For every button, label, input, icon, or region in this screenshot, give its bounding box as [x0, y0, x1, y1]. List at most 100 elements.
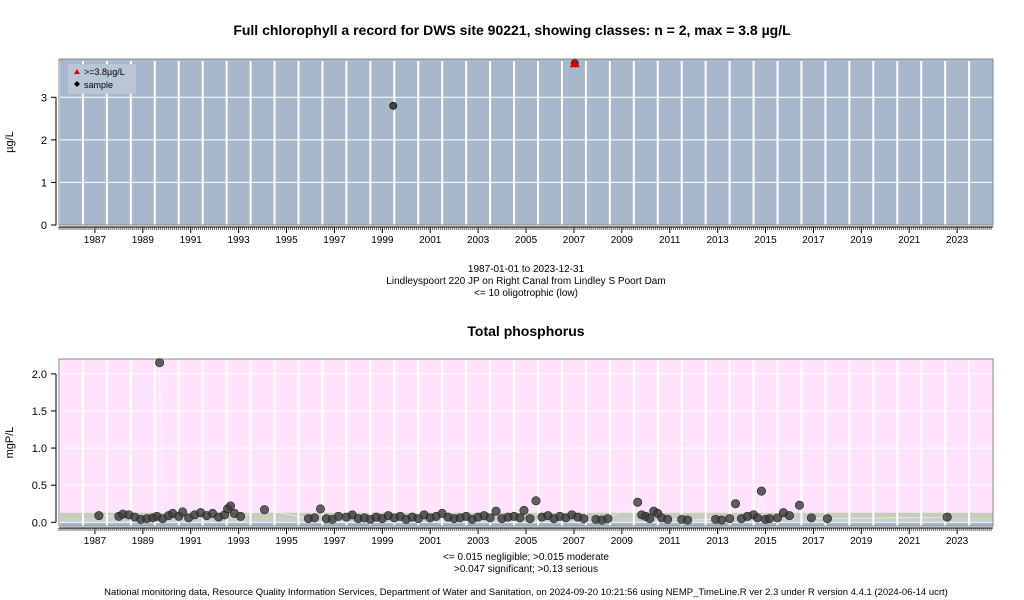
- caption-class-thresholds-1: <= 0.015 negligible; >0.015 moderate: [443, 552, 609, 563]
- legend-triangle-icon: [74, 69, 80, 74]
- data-point-sample: [765, 514, 775, 524]
- data-point-sample: [784, 511, 794, 521]
- x-tick-label: 1989: [132, 235, 155, 246]
- chlorophyll-chart: 1987 1989 1991 1993 1995 1997 1999 2001 2003 2005…: [4, 58, 994, 246]
- phosphorus-chart: 1987 1989 1991 1993 1995 1997 1999 2001 2003 2005…: [4, 358, 994, 547]
- data-point-sample: [333, 511, 343, 521]
- data-point-sample: [683, 515, 693, 525]
- x-tick-label: 2007: [563, 536, 586, 547]
- legend-box: [68, 64, 136, 94]
- caption-trophic-class: <= 10 oligotrophic (low): [474, 288, 578, 299]
- vertical-gridlines: [58, 361, 971, 526]
- data-point-sample: [663, 514, 673, 524]
- data-point-sample: [725, 514, 735, 524]
- x-tick-label: 2021: [898, 536, 921, 547]
- data-point-sample: [717, 515, 727, 525]
- data-point-sample: [752, 513, 762, 523]
- legend-label-threshold: >=3.8µg/L: [84, 67, 125, 77]
- data-point-sample: [942, 512, 952, 522]
- x-tick-label: 1995: [275, 536, 298, 547]
- y-axis-label: µg/L: [4, 131, 16, 153]
- data-point-sample: [389, 101, 398, 110]
- phosphorus-caption: <= 0.015 negligible; >0.015 moderate >0.…: [0, 552, 1024, 576]
- data-point-sample: [315, 504, 325, 514]
- x-tick-label: 1999: [371, 235, 394, 246]
- band-negligible: [59, 521, 993, 526]
- chlorophyll-caption: 1987-01-01 to 2023-12-31 Lindleyspoort 2…: [0, 264, 1024, 300]
- data-point-sample: [756, 486, 766, 496]
- data-point-sample: [260, 505, 270, 515]
- horizontal-gridlines: [59, 373, 993, 523]
- y-tick-label: 1.0: [32, 443, 47, 455]
- caption-site-name: Lindleyspoort 220 JP on Right Canal from…: [386, 276, 666, 287]
- x-tick-label: 2009: [611, 235, 634, 246]
- data-point-sample: [485, 513, 495, 523]
- band-serious: [59, 359, 993, 513]
- x-tick-label: 2009: [611, 536, 634, 547]
- y-tick-label: 2.0: [32, 369, 47, 381]
- data-point-sample: [773, 513, 783, 523]
- x-tick-label: 1987: [84, 536, 107, 547]
- x-tick-label: 1993: [228, 536, 251, 547]
- caption-date-range: 1987-01-01 to 2023-12-31: [467, 264, 585, 275]
- x-tick-label: 2021: [898, 235, 921, 246]
- data-point-sample: [226, 501, 236, 511]
- x-tick-label: 2011: [659, 235, 681, 246]
- data-point-sample: [579, 514, 589, 524]
- x-tick-label: 2001: [419, 536, 442, 547]
- data-point-sample: [794, 500, 804, 510]
- data-point-sample: [806, 513, 816, 523]
- y-tick-label: 1.5: [32, 406, 47, 418]
- x-tick-label: 1997: [323, 235, 346, 246]
- data-point-sample: [525, 514, 535, 524]
- data-point-sample: [515, 513, 525, 523]
- data-point-sample: [603, 514, 613, 524]
- x-tick-label: 2013: [707, 235, 730, 246]
- data-point-sample: [155, 358, 165, 368]
- data-point-sample: [645, 514, 655, 524]
- data-point-sample: [94, 511, 104, 521]
- data-point-threshold: [569, 58, 580, 68]
- band-significant: [59, 512, 993, 519]
- x-tick-label: 2003: [467, 235, 490, 246]
- y-tick-label: 0.0: [32, 517, 47, 529]
- x-tick-label: 1991: [180, 536, 203, 547]
- x-tick-label: 2001: [419, 235, 442, 246]
- plot-frame: [58, 58, 994, 226]
- x-tick-label: 2005: [515, 536, 538, 547]
- x-tick-label: 2017: [802, 235, 825, 246]
- y-axis-label: mgP/L: [4, 427, 16, 459]
- x-tick-label: 2023: [946, 536, 969, 547]
- x-tick-label: 2015: [754, 235, 777, 246]
- x-tick-label: 2015: [754, 536, 777, 547]
- legend-label-sample: sample: [84, 80, 113, 90]
- x-tick-label: 1995: [275, 235, 298, 246]
- legend-diamond-icon: [74, 81, 80, 87]
- x-tick-label: 2023: [946, 235, 969, 246]
- x-tick-label: 1987: [84, 235, 107, 246]
- footer-credit: National monitoring data, Resource Quali…: [104, 587, 948, 598]
- x-tick-label: 1991: [180, 235, 203, 246]
- x-tick-label: 2019: [850, 536, 873, 547]
- chart-legend: >=3.8µg/L sample: [68, 64, 136, 94]
- x-tick-label: 1993: [228, 235, 251, 246]
- x-tick-label: 2005: [515, 235, 538, 246]
- data-point-sample: [491, 506, 501, 516]
- data-point-sample: [309, 513, 319, 523]
- data-point-sample: [236, 511, 246, 521]
- y-tick-label: 3: [41, 92, 47, 104]
- x-tick-label: 2017: [802, 536, 825, 547]
- y-tick-label: 0.5: [32, 480, 47, 492]
- y-tick-label: 2: [41, 135, 47, 147]
- data-point-sample: [531, 496, 541, 506]
- data-point-sample: [519, 505, 529, 515]
- x-tick-label: 2007: [563, 235, 586, 246]
- x-minor-ticks: [58, 227, 992, 230]
- x-tick-label: 2019: [850, 235, 873, 246]
- data-point-sample: [731, 499, 741, 509]
- data-point-sample: [633, 497, 643, 507]
- data-point-sample: [822, 514, 832, 524]
- data-point-sample: [178, 507, 188, 517]
- x-tick-label: 1999: [371, 536, 394, 547]
- phosphorus-chart-title: Total phosphorus: [467, 323, 585, 339]
